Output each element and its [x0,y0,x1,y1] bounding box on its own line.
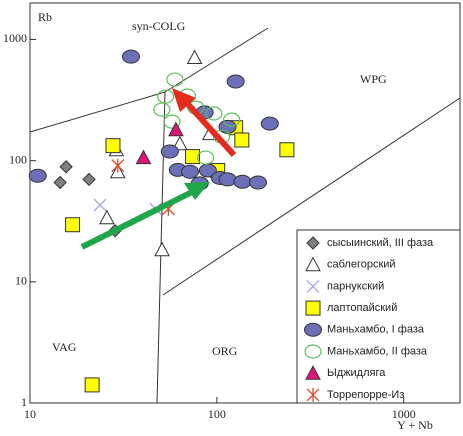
triangle-marker [154,241,170,257]
arrow [80,189,194,250]
triangle-marker [135,149,152,165]
circle-marker [166,72,184,87]
circle-marker [223,112,241,127]
diamond-marker [59,160,73,174]
triangle-marker [168,121,184,137]
square-marker [84,377,100,393]
circle-marker [205,106,223,121]
square-marker [279,142,295,158]
y-tick-label: 1 [21,395,27,409]
circle-marker [157,89,175,104]
circle-marker [304,344,322,359]
square-marker [305,300,321,316]
triangle-marker [305,365,321,380]
cross-marker [306,279,320,293]
arrows [80,88,237,250]
field-label: syn-COLG [132,19,186,33]
triangle-marker [99,209,115,225]
oval-marker [160,144,179,159]
oval-marker [233,174,252,189]
square-marker [185,149,201,165]
oval-marker [218,172,237,187]
oval-marker [249,175,268,190]
y-tick-label: 10 [15,274,27,288]
arrow-head [184,182,210,200]
arrow [183,99,237,158]
legend-label: Маньхамбо, II фаза [327,345,428,357]
boundary [162,97,461,296]
asterisk-marker [306,387,320,402]
legend-label: парнукский [327,280,384,292]
legend-label: сысыинский, III фаза [327,237,434,249]
field-label: ORG [212,344,238,358]
marks [28,49,295,393]
diamond-marker [53,175,67,190]
arrow-head [172,88,196,112]
cross-marker [93,198,107,212]
plot-frame [29,2,461,404]
oval-marker [180,164,199,179]
boundary [164,27,269,93]
diamond-marker [306,236,320,250]
x-tick-label: 100 [208,407,226,421]
square-marker [65,217,81,233]
x-axis-label: Y + Nb [397,418,433,432]
y-tick-label: 100 [9,152,27,166]
legend: сысыинский, III фаза саблегорский парнукск… [296,229,461,404]
x-tick-label: 1000 [392,407,416,421]
boundary [29,91,166,133]
y-axis-label: Rb [38,10,52,24]
square-marker [234,132,250,148]
field-label: WPG [360,72,387,86]
oval-marker [121,49,140,64]
legend-box [296,229,461,404]
asterisk-marker [111,158,125,173]
legend-label: саблегорский [327,259,396,271]
x-tick-label: 10 [24,407,36,421]
circle-marker [153,102,171,117]
diamond-marker [82,172,96,187]
legend-label: лаптопайский [327,302,397,314]
triangle-marker [172,135,188,151]
oval-marker [260,116,279,131]
oval-marker [304,322,322,337]
triangle-marker [186,49,203,65]
legend-label: Ыджидляга [327,367,386,379]
oval-marker [28,168,47,183]
field-label: VAG [52,340,77,354]
circle-marker [196,150,215,165]
circle-marker [163,114,181,129]
oval-marker [226,74,245,89]
legend-label: Маньхамбо, I фаза [327,324,425,336]
legend-label: Торрепорре-Из [327,389,404,401]
triangle-marker [305,256,321,272]
square-marker [105,138,121,154]
y-tick-label: 1000 [3,31,27,45]
